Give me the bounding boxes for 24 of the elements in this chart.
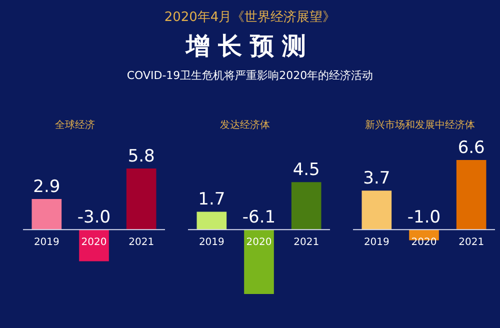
data-label: -6.1 [242, 208, 276, 228]
text: 2020年4月《世界经济展望》 [163, 9, 337, 26]
data-label: 5.8 [128, 146, 155, 166]
chart-title: 新兴市场和发展中经济体 [364, 118, 476, 133]
data-label: -1.0 [407, 208, 441, 228]
chart-title: 发达经济体 [219, 118, 271, 133]
text: 增长预测 [184, 31, 315, 62]
x-tick-label: 2020 [81, 237, 107, 248]
x-tick-label: 2020 [246, 237, 272, 248]
x-tick-label: 2019 [198, 237, 224, 248]
data-label: -3.0 [77, 208, 111, 228]
chart-title: 全球经济 [54, 118, 96, 133]
x-tick-label: 2021 [128, 237, 154, 248]
x-tick-label: 2019 [364, 237, 390, 248]
x-tick-label: 2019 [34, 237, 60, 248]
x-tick-label: 2021 [458, 237, 484, 248]
data-label: 2.9 [33, 176, 60, 197]
x-tick-label: 2021 [294, 237, 320, 248]
data-label: 3.7 [363, 168, 390, 189]
data-label: 4.5 [292, 160, 320, 180]
data-label: 6.6 [458, 138, 485, 158]
data-label: 1.7 [198, 190, 226, 210]
x-tick-label: 2020 [411, 237, 437, 248]
text: COVID-19卫生危机将严重影响2020年的经济活动 [126, 68, 374, 83]
